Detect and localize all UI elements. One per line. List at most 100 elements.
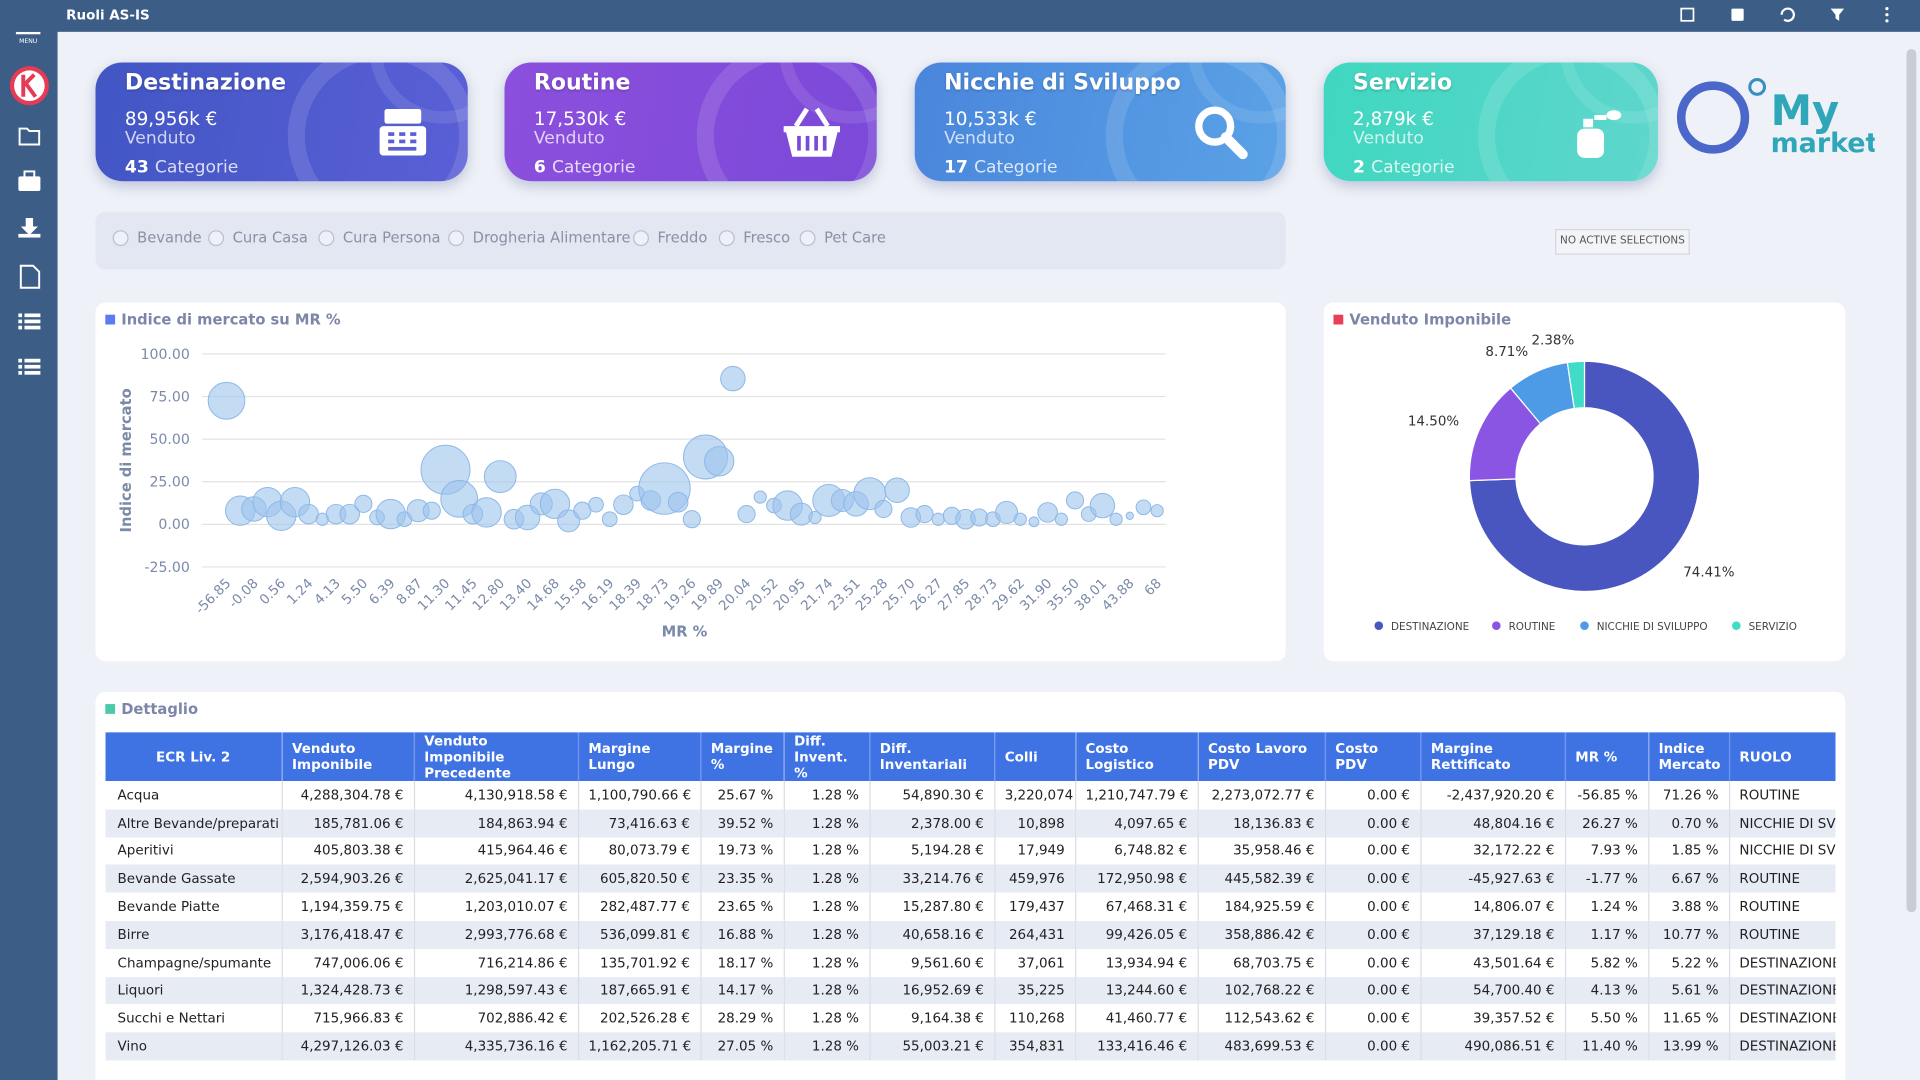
table-row[interactable]: Altre Bevande/preparati185,781.06 €184,8… (105, 809, 1835, 837)
table-cell: 11.40 % (1565, 1032, 1648, 1060)
column-header[interactable]: Costo Lavoro PDV (1198, 732, 1325, 781)
x-tick-label: 0.56 (257, 576, 289, 608)
table-cell: 2,625,041.17 € (414, 865, 578, 893)
column-header[interactable]: Venduto Imponibile (282, 732, 414, 781)
column-header[interactable]: Colli (994, 732, 1075, 781)
column-header[interactable]: RUOLO (1729, 732, 1836, 781)
table-row[interactable]: Liquori1,324,428.73 €1,298,597.43 €187,6… (105, 977, 1835, 1005)
bubble[interactable] (1014, 513, 1026, 525)
kpi-card[interactable]: Servizio2,879k €Venduto2Categorie (1324, 62, 1658, 181)
column-header[interactable]: Diff. Inventariali (869, 732, 994, 781)
table-cell: 26.27 % (1565, 809, 1648, 837)
filter-option[interactable]: Cura Casa (208, 229, 308, 246)
bubble[interactable] (738, 506, 755, 523)
column-header[interactable]: Margine Lungo (578, 732, 700, 781)
table-cell: 1,194,359.75 € (282, 893, 414, 921)
column-header[interactable]: MR % (1565, 732, 1648, 781)
kpi-card[interactable]: Routine17,530k €Venduto6Categorie (504, 62, 876, 181)
bubble[interactable] (355, 495, 372, 512)
folder-icon[interactable] (20, 129, 40, 145)
bubble[interactable] (875, 500, 892, 517)
column-header[interactable]: Margine % (700, 732, 783, 781)
table-row[interactable]: Aperitivi405,803.38 €415,964.46 €80,073.… (105, 837, 1835, 865)
column-header[interactable]: Venduto Imponibile Precedente (414, 732, 578, 781)
list-icon[interactable] (18, 359, 40, 375)
bubble[interactable] (589, 497, 604, 512)
bubble[interactable] (484, 461, 516, 493)
table-cell: 3,220,074 (994, 781, 1075, 809)
reload-button[interactable] (1782, 9, 1794, 21)
briefcase-icon[interactable] (18, 171, 40, 191)
filter-option[interactable]: Fresco (719, 229, 790, 246)
bubble[interactable] (932, 513, 944, 525)
table-cell: DESTINAZIONE (1729, 949, 1836, 977)
bubble[interactable] (754, 491, 766, 503)
bubble[interactable] (916, 506, 933, 523)
edit-button[interactable] (1681, 9, 1693, 21)
card-label: Venduto (1353, 129, 1424, 149)
bubble[interactable] (721, 366, 745, 390)
column-header[interactable]: Costo PDV (1325, 732, 1421, 781)
table-row[interactable]: Vino4,297,126.03 €4,335,736.16 €1,162,20… (105, 1032, 1835, 1060)
bubble[interactable] (602, 512, 617, 527)
bubble[interactable] (1136, 500, 1151, 515)
bubble[interactable] (683, 511, 700, 528)
bookmark-button[interactable] (1731, 9, 1743, 21)
legend-label[interactable]: SERVIZIO (1749, 621, 1797, 633)
filter-option[interactable]: Cura Persona (318, 229, 440, 246)
kpi-card[interactable]: Destinazione89,956k €Venduto43Categorie (96, 62, 468, 181)
bubble[interactable] (1151, 505, 1163, 517)
list-icon[interactable] (18, 313, 40, 329)
table-row[interactable]: Bevande Gassate2,594,903.26 €2,625,041.1… (105, 865, 1835, 893)
legend-label[interactable]: DESTINAZIONE (1391, 621, 1469, 633)
bubble[interactable] (1029, 517, 1039, 527)
column-header[interactable]: Indice Mercato (1648, 732, 1729, 781)
bubble[interactable] (423, 502, 440, 519)
table-cell: 13,244.60 € (1075, 977, 1197, 1005)
table-cell: 39.52 % (700, 809, 783, 837)
column-header[interactable]: Costo Logistico (1075, 732, 1197, 781)
table-row[interactable]: Succhi e Nettari715,966.83 €702,886.42 €… (105, 1005, 1835, 1033)
kpi-card[interactable]: Nicchie di Sviluppo10,533k €Venduto17Cat… (915, 62, 1286, 181)
legend-label[interactable]: NICCHIE DI SVILUPPO (1597, 621, 1708, 633)
filter-bar: Bevande Cura Casa Cura Persona Drogheria Al… (96, 212, 1286, 270)
scroll-thumb[interactable] (1907, 49, 1917, 912)
column-header[interactable]: ECR Liv. 2 (105, 732, 281, 781)
table-cell: 1.85 % (1648, 837, 1729, 865)
filter-option[interactable]: Freddo (633, 229, 707, 246)
bubble[interactable] (971, 509, 988, 526)
bubble[interactable] (472, 498, 501, 527)
column-header[interactable]: Margine Rettificato (1420, 732, 1564, 781)
table-row[interactable]: Acqua4,288,304.78 €4,130,918.58 €1,100,7… (105, 781, 1835, 809)
bubble[interactable] (1055, 513, 1067, 525)
filter-option[interactable]: Pet Care (800, 229, 886, 246)
filter-option[interactable]: Drogheria Alimentare (448, 229, 630, 246)
more-button[interactable] (1885, 7, 1888, 22)
download-icon[interactable] (18, 218, 40, 238)
bubble[interactable] (790, 503, 812, 525)
filter-option[interactable]: Bevande (113, 229, 202, 246)
bubble[interactable] (1126, 512, 1133, 519)
card-label: Venduto (944, 129, 1015, 149)
bubble[interactable] (1110, 513, 1122, 525)
bubble[interactable] (1066, 492, 1083, 509)
app-logo[interactable] (10, 66, 49, 105)
bubble[interactable] (668, 492, 688, 512)
filter-button[interactable] (1831, 9, 1844, 21)
bubble[interactable] (614, 495, 634, 515)
column-header[interactable]: Diff. Invent. % (784, 732, 870, 781)
table-row[interactable]: Bevande Piatte1,194,359.75 €1,203,010.07… (105, 893, 1835, 921)
bubble[interactable] (299, 504, 319, 524)
bubble[interactable] (208, 382, 245, 419)
logo-text: market (1771, 128, 1875, 159)
bubble[interactable] (885, 478, 909, 502)
table-row[interactable]: Birre3,176,418.47 €2,993,776.68 €536,099… (105, 921, 1835, 949)
scrollbar[interactable] (1905, 37, 1917, 1080)
bubble[interactable] (1090, 493, 1114, 517)
table-row[interactable]: Champagne/spumante747,006.06 €716,214.86… (105, 949, 1835, 977)
bubble[interactable] (1038, 503, 1058, 523)
filter-label: Fresco (743, 229, 790, 246)
bubble[interactable] (705, 447, 734, 476)
legend-label[interactable]: ROUTINE (1509, 621, 1556, 633)
document-icon[interactable] (21, 266, 39, 288)
